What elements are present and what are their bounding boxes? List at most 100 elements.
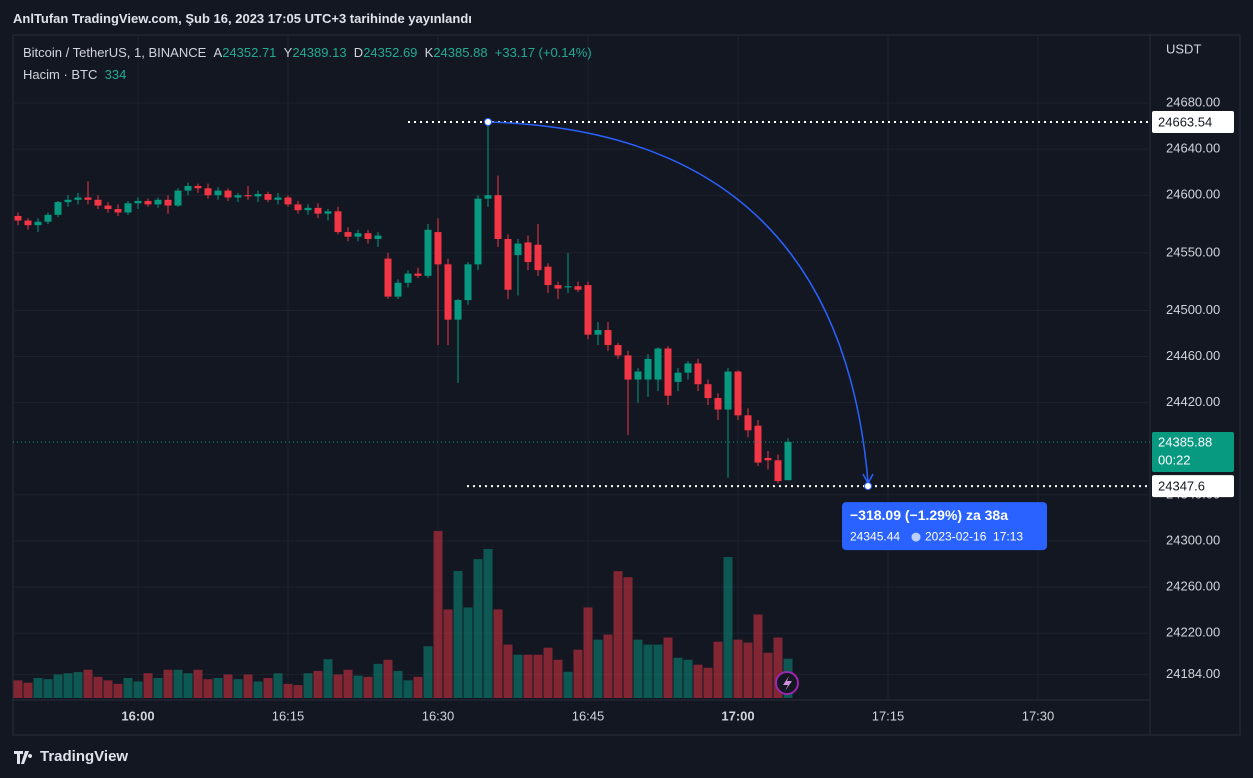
measure-end xyxy=(864,482,872,491)
volume-bar xyxy=(343,669,353,698)
volume-bar xyxy=(463,607,473,698)
volume-legend: Hacim · BTC 334 xyxy=(23,67,126,82)
volume-bar xyxy=(403,680,413,698)
ohlc-value: 24352.69 xyxy=(363,45,418,60)
high-price-tag-bg xyxy=(1152,110,1234,133)
candle-body xyxy=(464,264,472,301)
x-tick-label: 17:00 xyxy=(721,708,754,723)
candle-body xyxy=(224,190,232,198)
candle-body xyxy=(414,273,422,276)
clock-icon xyxy=(911,532,921,542)
measure-date: 2023-02-16 17:13 xyxy=(925,529,1023,543)
ohlc-value: 24389.13 xyxy=(292,45,347,60)
symbol[interactable]: Bitcoin / TetherUS, 1, BINANCE xyxy=(23,45,207,60)
volume-bar xyxy=(713,641,723,698)
volume-bar xyxy=(703,667,713,698)
logo-icon xyxy=(14,751,33,764)
volume-bar xyxy=(203,679,213,698)
volume-bar xyxy=(753,614,763,698)
volume-bar xyxy=(613,571,623,698)
ohlc-label: Y xyxy=(283,45,293,60)
volume-bar xyxy=(13,680,23,698)
volume-bar xyxy=(303,673,313,698)
measure-price: 24345.44 xyxy=(850,529,900,543)
candle-body xyxy=(604,330,612,346)
candle-body xyxy=(374,235,382,239)
volume-bar xyxy=(143,673,153,698)
volume-bar xyxy=(213,678,223,698)
candle-body xyxy=(274,197,282,200)
candle-body xyxy=(514,243,522,256)
x-tick-label: 16:00 xyxy=(121,708,154,723)
volume-bar xyxy=(243,674,253,698)
candle-body xyxy=(614,345,622,356)
target-price-tag: 24347.6 xyxy=(1158,479,1205,494)
candle-body xyxy=(124,203,132,213)
candle-body xyxy=(474,198,482,265)
candle-body xyxy=(544,266,552,286)
candle-body xyxy=(74,197,82,200)
volume-bar xyxy=(603,634,613,698)
volume-bar xyxy=(123,678,133,698)
volume-bar xyxy=(313,670,323,698)
candle-body xyxy=(714,398,722,410)
volume-bar xyxy=(383,659,393,698)
y-tick-label: 24640.00 xyxy=(1166,141,1220,156)
candle-body xyxy=(284,197,292,205)
candle-body xyxy=(164,199,172,206)
candle-body xyxy=(524,242,532,263)
candle-body xyxy=(314,207,322,214)
candle-body xyxy=(114,209,122,213)
ohlc-value: 24352.71 xyxy=(222,45,277,60)
volume-bar xyxy=(573,649,583,698)
volume-bar xyxy=(193,669,203,698)
y-tick-label: 24420.00 xyxy=(1166,394,1220,409)
candle-body xyxy=(384,258,392,297)
candle-body xyxy=(354,233,362,237)
volume-bar xyxy=(643,644,653,698)
volume-bar xyxy=(543,647,553,698)
volume-bar xyxy=(53,674,63,698)
volume-bar xyxy=(293,685,303,698)
overlays: −318.09 (−1.29%) za 38a 24345.44 2023-02-1… xyxy=(13,117,1150,551)
volume-bar xyxy=(763,652,773,698)
volume-label[interactable]: Hacim · BTC xyxy=(23,67,98,82)
volume-bar xyxy=(483,548,493,698)
measure-start xyxy=(484,117,492,126)
measure-label: −318.09 (−1.29%) za 38a xyxy=(850,507,1008,523)
candle-body xyxy=(554,285,562,289)
volume-bar xyxy=(563,671,573,698)
volume-bar xyxy=(323,659,333,698)
volume-bar xyxy=(683,659,693,698)
measure-arc xyxy=(487,121,869,483)
volume-bar xyxy=(583,607,593,698)
volume-bar xyxy=(493,609,503,698)
candle-body xyxy=(704,384,712,399)
volume-bar xyxy=(373,663,383,698)
volume-bar xyxy=(263,678,273,698)
candle-body xyxy=(744,415,752,431)
candle-body xyxy=(734,371,742,416)
candle-body xyxy=(264,194,272,200)
footer-logo: TradingView xyxy=(40,748,129,765)
volume-bar xyxy=(273,673,283,698)
volume-bar xyxy=(353,675,363,698)
candle-body xyxy=(764,457,772,461)
candle-body xyxy=(444,264,452,320)
volume-bar xyxy=(413,676,423,698)
x-tick-label: 16:45 xyxy=(572,708,605,723)
volume-bars xyxy=(13,530,793,698)
candle-body xyxy=(754,425,762,463)
target-price-tag-bg xyxy=(1152,475,1234,498)
volume-bar xyxy=(153,678,163,698)
candle-body xyxy=(434,232,442,265)
volume-bar xyxy=(693,664,703,698)
high-price-tag: 24663.54 xyxy=(1158,114,1212,129)
candle-body xyxy=(324,211,332,214)
volume-bar xyxy=(723,557,733,698)
volume-bar xyxy=(363,676,373,698)
volume-bar xyxy=(553,659,563,698)
volume-bar xyxy=(133,681,143,698)
volume-bar xyxy=(83,669,93,698)
